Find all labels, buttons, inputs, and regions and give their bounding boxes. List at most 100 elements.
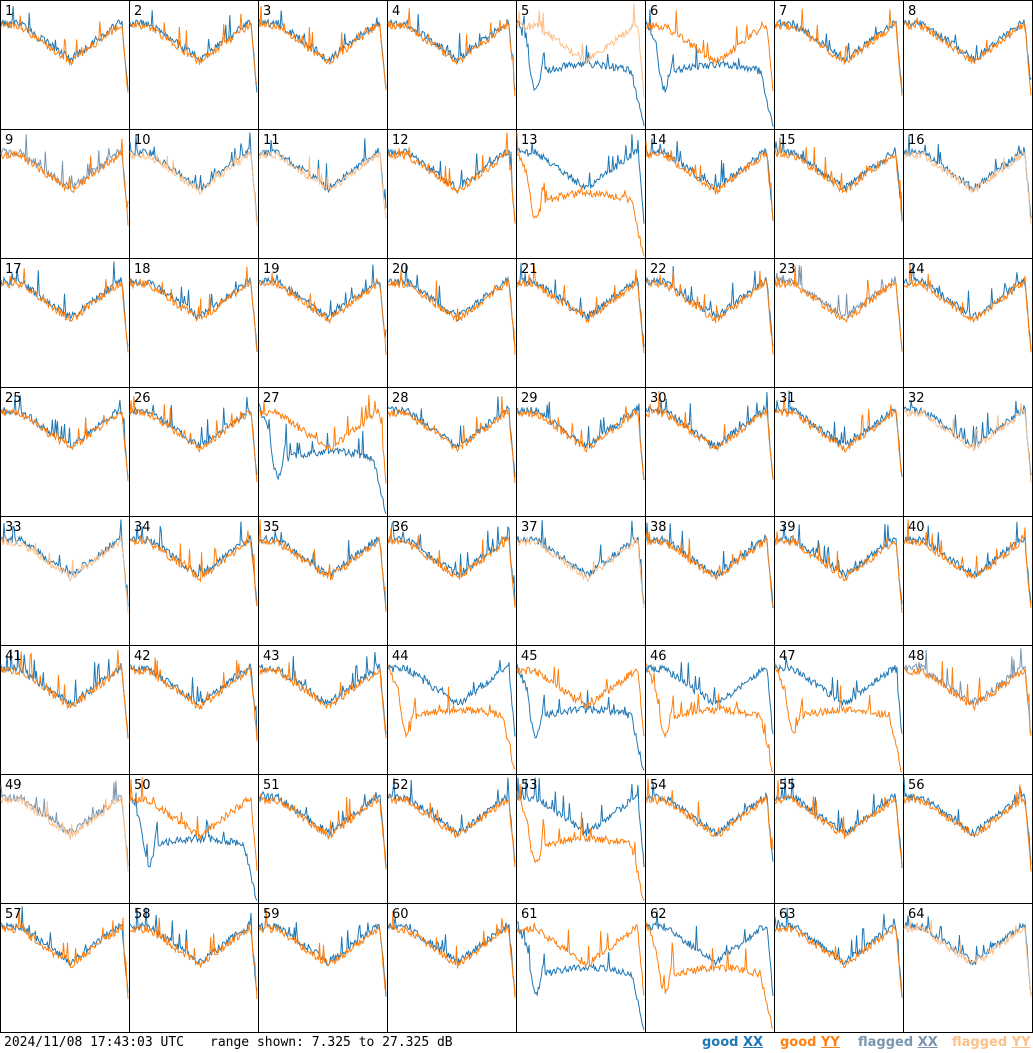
trace-yy (645, 531, 774, 607)
panel-label: 54 (650, 778, 667, 793)
panel-10: 10 (129, 129, 259, 259)
trace-yy (645, 921, 773, 1029)
panel-label: 19 (263, 262, 280, 277)
trace-yy (516, 405, 645, 480)
panel-label: 42 (134, 649, 151, 664)
panel-37: 37 (516, 516, 646, 646)
panel-label: 2 (134, 4, 142, 19)
panel-label: 51 (263, 778, 280, 793)
panel-frame (516, 516, 646, 646)
legend-flagged-yy-pol: YY (1011, 1035, 1031, 1050)
trace-xx (258, 403, 387, 514)
trace-xx (903, 400, 1032, 476)
panel-32: 32 (903, 387, 1033, 517)
trace-xx (387, 148, 516, 224)
panel-61: 61 (516, 903, 646, 1033)
trace-yy (129, 777, 258, 871)
panel-frame (774, 258, 904, 388)
panel-frame (516, 903, 646, 1033)
trace-xx (774, 657, 903, 734)
panel-50: 50 (129, 774, 259, 904)
legend-good-yy-word: good (780, 1035, 817, 1050)
panel-frame (903, 0, 1033, 130)
trace-xx (258, 652, 387, 735)
trace-xx (645, 910, 774, 996)
trace-yy (0, 408, 129, 482)
trace-xx (774, 265, 903, 350)
trace-yy (0, 795, 129, 872)
panel-28: 28 (387, 387, 517, 517)
panel-label: 16 (908, 133, 925, 148)
panel-frame (387, 0, 517, 130)
trace-yy (129, 396, 258, 483)
panel-label: 18 (134, 262, 151, 277)
trace-yy (388, 795, 516, 868)
panel-label: 28 (392, 391, 409, 406)
panel-label: 56 (908, 778, 925, 793)
trace-xx (387, 520, 516, 607)
trace-xx (0, 395, 129, 478)
panel-label: 49 (5, 778, 22, 793)
panel-frame (774, 129, 904, 259)
trace-xx (516, 663, 645, 771)
trace-yy (387, 910, 516, 998)
trace-xx (387, 13, 516, 90)
panel-label: 4 (392, 4, 400, 19)
panel-48: 48 (903, 645, 1033, 775)
trace-yy (774, 662, 902, 773)
panel-22: 22 (645, 258, 775, 388)
panel-label: 59 (263, 907, 280, 922)
legend-good-xx-word: good (702, 1035, 739, 1050)
panel-label: 25 (5, 391, 22, 406)
panel-19: 19 (258, 258, 388, 388)
panel-label: 46 (650, 649, 667, 664)
trace-xx (129, 10, 258, 93)
panel-frame (258, 129, 388, 259)
panel-label: 52 (392, 778, 409, 793)
panel-4: 4 (387, 0, 517, 130)
panel-label: 55 (779, 778, 796, 793)
trace-xx (516, 921, 645, 1030)
trace-yy (903, 149, 1032, 225)
legend-good-yy-pol: YY (821, 1035, 840, 1050)
panel-54: 54 (645, 774, 775, 904)
panel-label: 64 (908, 907, 925, 922)
panel-frame (387, 903, 517, 1033)
panel-16: 16 (903, 129, 1033, 259)
panel-frame (0, 774, 130, 904)
trace-xx (774, 136, 903, 222)
panel-12: 12 (387, 129, 517, 259)
panel-label: 37 (521, 520, 538, 535)
trace-yy (774, 780, 903, 867)
panel-1: 1 (0, 0, 130, 130)
trace-xx (0, 906, 129, 993)
trace-yy (516, 666, 645, 737)
trace-yy (645, 662, 773, 773)
trace-xx (516, 15, 645, 126)
panel-frame (129, 0, 259, 130)
panel-6: 6 (645, 0, 775, 130)
panel-51: 51 (258, 774, 388, 904)
trace-yy (0, 909, 129, 999)
trace-yy (258, 273, 387, 355)
panel-label: 34 (134, 520, 151, 535)
trace-xx (129, 521, 258, 606)
panel-frame (645, 387, 775, 517)
panel-63: 63 (774, 903, 904, 1033)
panel-58: 58 (129, 903, 259, 1033)
panel-label: 9 (5, 133, 13, 148)
trace-yy (517, 536, 645, 608)
panel-frame (774, 0, 904, 130)
panel-frame (903, 387, 1033, 517)
panel-42: 42 (129, 645, 259, 775)
trace-yy (516, 264, 645, 354)
trace-yy (903, 784, 1032, 872)
trace-yy (516, 3, 645, 98)
panel-frame (129, 774, 259, 904)
trace-yy (774, 395, 903, 478)
panel-13: 13 (516, 129, 646, 259)
panel-33: 33 (0, 516, 130, 646)
trace-xx (129, 396, 258, 475)
panel-label: 26 (134, 391, 151, 406)
